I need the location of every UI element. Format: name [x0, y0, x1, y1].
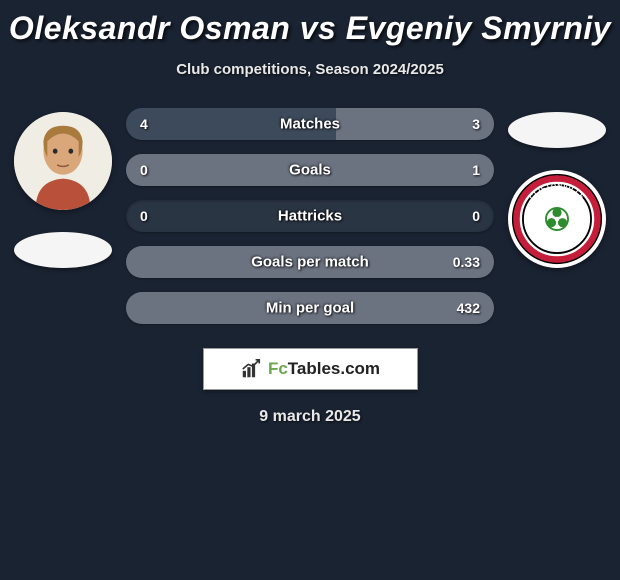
avatar-placeholder-icon	[14, 112, 112, 210]
stat-value-right: 1	[472, 162, 480, 178]
stat-bar: 432 Min per goal	[126, 292, 494, 324]
brand-text: FcTables.com	[268, 359, 380, 379]
stats-column: 4 3 Matches 0 1 Goals 0 0 Hattricks 0.33 Goals per…	[126, 108, 494, 324]
stat-value-left: 4	[140, 116, 148, 132]
stat-value-left: 0	[140, 162, 148, 178]
stat-label: Matches	[280, 116, 340, 133]
stat-bar: 0.33 Goals per match	[126, 246, 494, 278]
stat-label: Goals per match	[251, 254, 369, 271]
date-text: 9 march 2025	[259, 408, 360, 426]
footer: FcTables.com 9 march 2025	[0, 348, 620, 426]
comparison-infographic: Oleksandr Osman vs Evgeniy Smyrniy Club …	[0, 0, 620, 436]
left-player-flag	[14, 232, 112, 268]
brand-attribution: FcTables.com	[203, 348, 418, 390]
stat-fill-right	[336, 108, 494, 140]
left-player-avatar	[14, 112, 112, 210]
stat-label: Hattricks	[278, 208, 342, 225]
right-club-badge: CLIFTONVILLE FOOTBALL & ATHLETIC CLUB	[508, 170, 606, 268]
stat-bar: 0 1 Goals	[126, 154, 494, 186]
right-player-column: CLIFTONVILLE FOOTBALL & ATHLETIC CLUB	[502, 108, 612, 268]
stat-bar: 4 3 Matches	[126, 108, 494, 140]
stat-value-right: 432	[457, 300, 480, 316]
stat-label: Goals	[289, 162, 331, 179]
chart-icon	[240, 358, 262, 380]
stat-bar: 0 0 Hattricks	[126, 200, 494, 232]
stat-value-right: 0.33	[453, 254, 480, 270]
main-row: 4 3 Matches 0 1 Goals 0 0 Hattricks 0.33 Goals per…	[0, 108, 620, 324]
stat-value-right: 0	[472, 208, 480, 224]
right-player-flag	[508, 112, 606, 148]
page-title: Oleksandr Osman vs Evgeniy Smyrniy	[0, 10, 620, 47]
page-subtitle: Club competitions, Season 2024/2025	[0, 61, 620, 78]
left-player-column	[8, 108, 118, 268]
stat-label: Min per goal	[266, 300, 354, 317]
stat-value-right: 3	[472, 116, 480, 132]
club-crest-icon: CLIFTONVILLE FOOTBALL & ATHLETIC CLUB	[511, 173, 603, 265]
stat-value-left: 0	[140, 208, 148, 224]
